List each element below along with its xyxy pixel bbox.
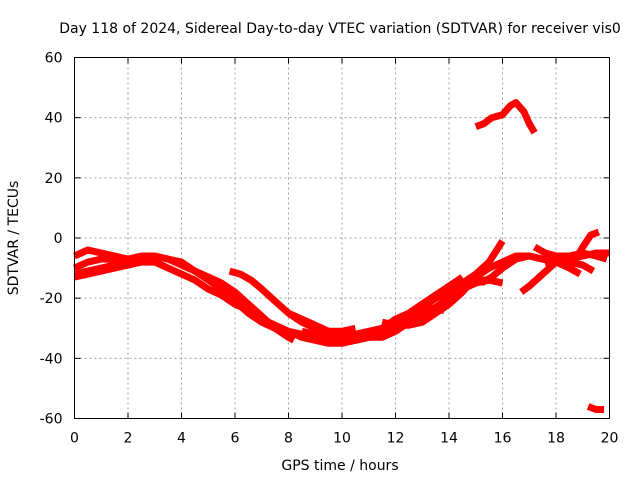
series-track-10 [327,306,444,341]
x-tick-label: 14 [440,431,458,447]
series-track-15 [544,258,596,275]
y-tick-label: 60 [45,51,63,67]
x-tick-label: 8 [284,431,293,447]
series-track-04 [73,258,155,281]
x-tick-label: 18 [547,431,565,447]
series-track-12 [479,252,582,287]
series-track-14 [532,228,601,260]
series-track-02 [73,255,290,335]
y-tick-label: -40 [40,351,63,367]
x-tick-label: 20 [601,431,619,447]
series-track-16 [474,99,538,135]
x-tick-label: 12 [387,431,405,447]
series-layer [73,99,610,413]
y-tick-label: 0 [54,231,63,247]
y-tick-label: 20 [45,171,63,187]
x-tick-label: 10 [333,431,351,447]
y-tick-label: -60 [40,412,63,428]
y-axis-label: SDTVAR / TECUs [6,181,22,296]
y-tick-label: -20 [40,291,63,307]
x-tick-label: 16 [494,431,512,447]
x-tick-label: 0 [70,431,79,447]
axis-ticks: 0 2 4 6 8 10 12 14 16 18 20 -60 -40 -20 0 20 40 60 [40,51,619,447]
x-tick-label: 2 [124,431,133,447]
x-axis-label: GPS time / hours [281,458,398,474]
chart-title: Day 118 of 2024, Sidereal Day-to-day VTE… [59,21,621,37]
grid [74,57,610,419]
x-tick-label: 6 [231,431,240,447]
series-track-17 [586,403,605,413]
y-tick-label: 40 [45,111,63,127]
x-tick-label: 4 [177,431,186,447]
